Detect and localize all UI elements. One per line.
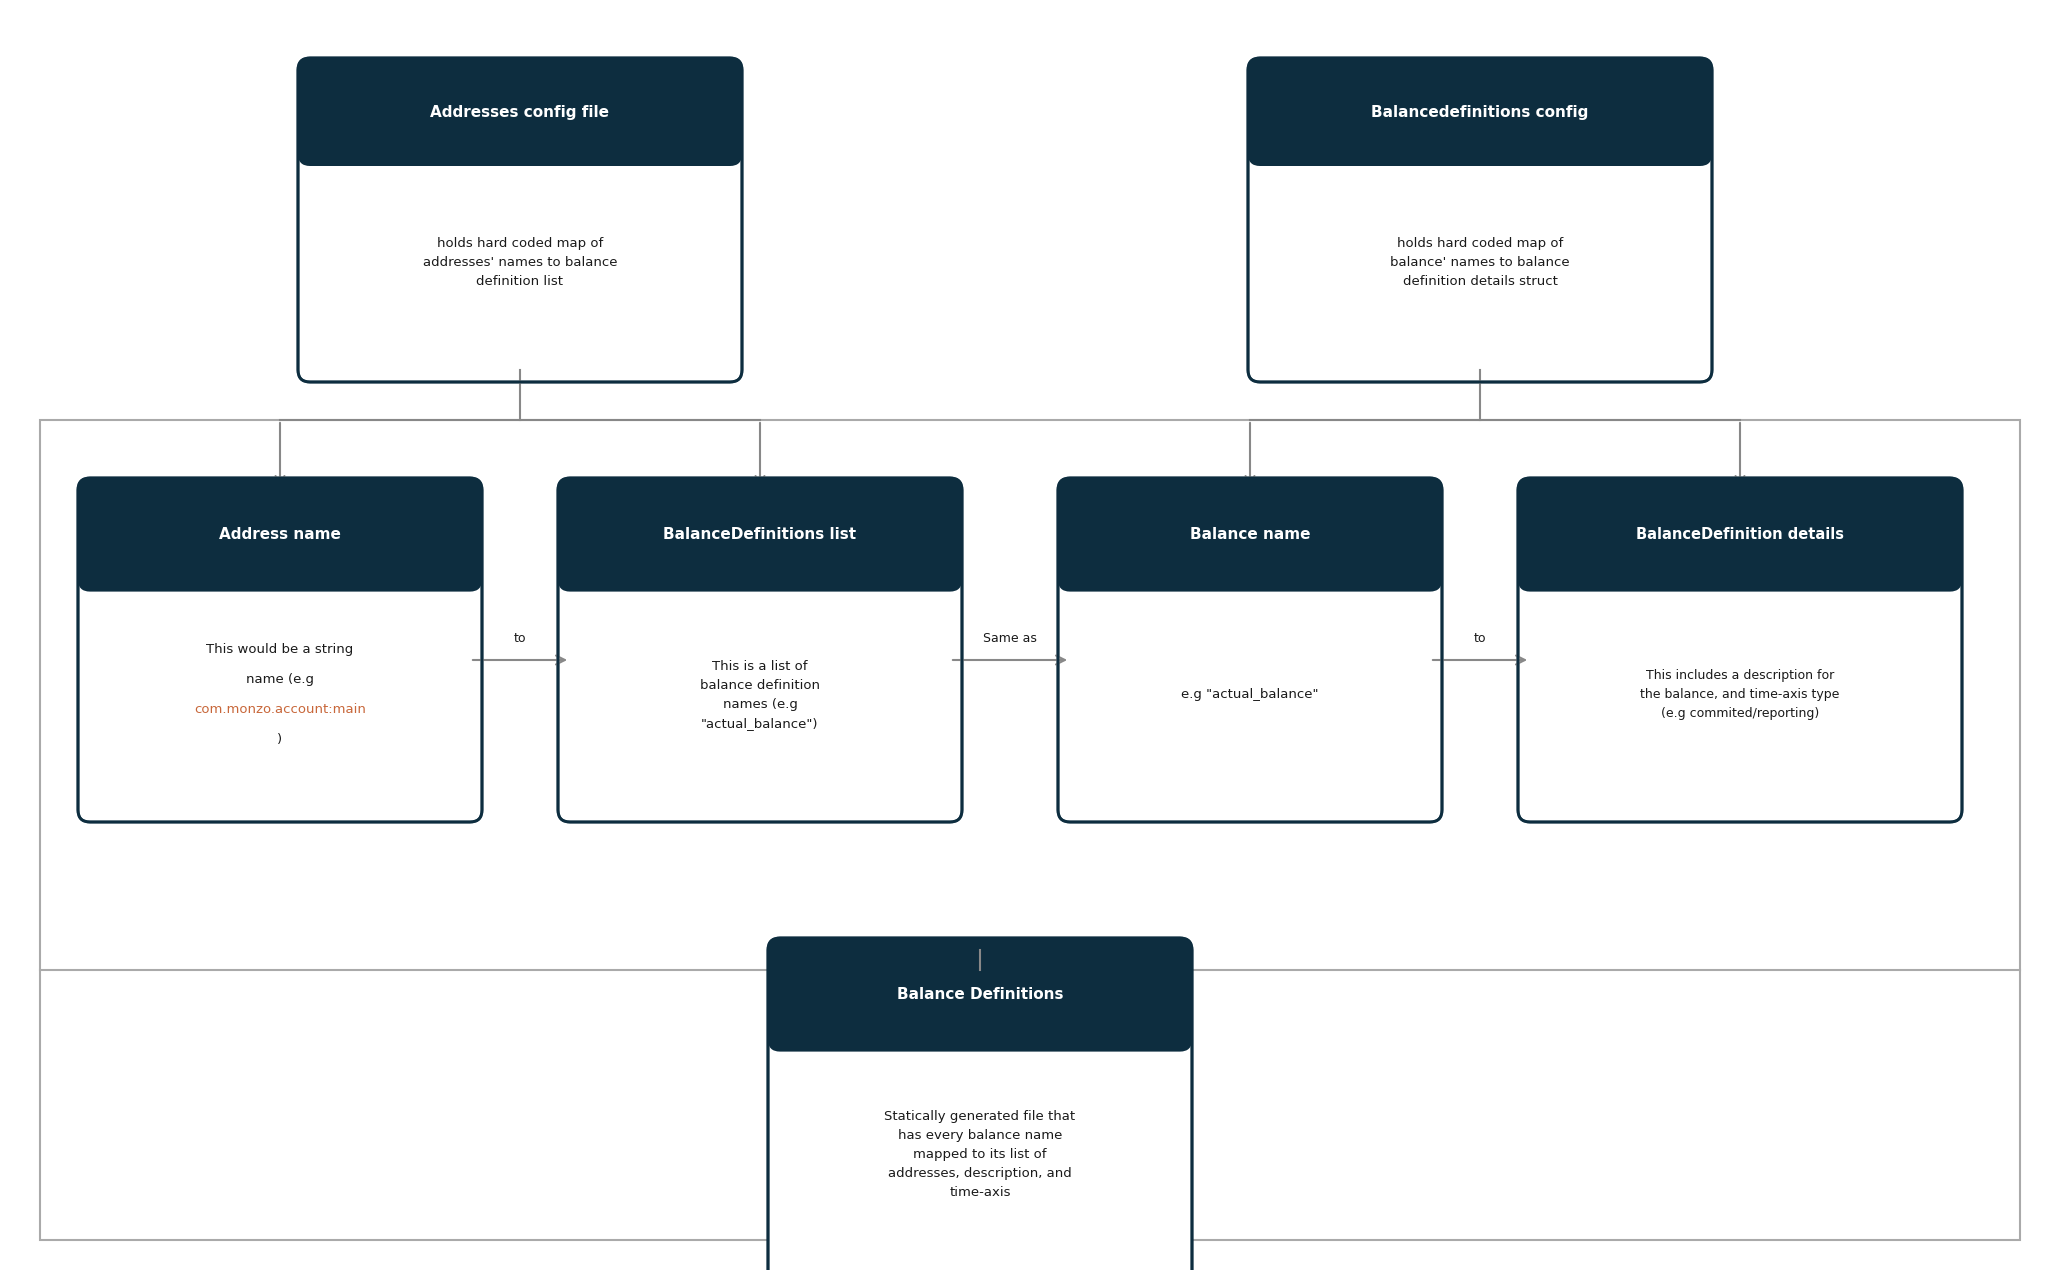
Text: This includes a description for
the balance, and time-axis type
(e.g commited/re: This includes a description for the bala… — [1639, 669, 1839, 720]
FancyBboxPatch shape — [767, 939, 1192, 1270]
FancyBboxPatch shape — [559, 478, 963, 822]
FancyBboxPatch shape — [559, 478, 963, 592]
FancyBboxPatch shape — [299, 58, 742, 382]
Bar — [1530, 490, 1951, 579]
Text: BalanceDefinitions list: BalanceDefinitions list — [664, 527, 856, 542]
Text: Balancedefinitions config: Balancedefinitions config — [1371, 104, 1588, 119]
Text: Statically generated file that
has every balance name
mapped to its list of
addr: Statically generated file that has every… — [885, 1110, 1076, 1199]
FancyBboxPatch shape — [1248, 58, 1711, 382]
FancyBboxPatch shape — [78, 478, 483, 592]
Bar — [309, 140, 730, 154]
Text: Addresses config file: Addresses config file — [431, 104, 610, 119]
Bar — [779, 950, 1179, 1040]
Text: Balance Definitions: Balance Definitions — [897, 987, 1064, 1002]
FancyBboxPatch shape — [1518, 478, 1963, 822]
Text: to: to — [513, 632, 526, 645]
Text: to: to — [1474, 632, 1487, 645]
Text: Address name: Address name — [219, 527, 340, 542]
Text: This is a list of
balance definition
names (e.g
"actual_balance"): This is a list of balance definition nam… — [699, 660, 821, 730]
Bar — [1260, 70, 1699, 154]
Bar — [1070, 565, 1431, 579]
Bar — [569, 490, 951, 579]
Text: Same as: Same as — [984, 632, 1037, 645]
FancyBboxPatch shape — [1248, 58, 1711, 166]
Text: Balance name: Balance name — [1190, 527, 1309, 542]
FancyBboxPatch shape — [767, 939, 1192, 1052]
Bar — [569, 565, 951, 579]
FancyBboxPatch shape — [1058, 478, 1441, 592]
Bar — [39, 420, 2021, 1240]
FancyBboxPatch shape — [299, 58, 742, 166]
Text: ): ) — [278, 733, 282, 747]
Bar — [91, 565, 470, 579]
Text: e.g "actual_balance": e.g "actual_balance" — [1182, 688, 1320, 701]
Text: BalanceDefinition details: BalanceDefinition details — [1635, 527, 1843, 542]
Bar — [779, 1025, 1179, 1040]
Bar — [309, 70, 730, 154]
Bar — [1260, 140, 1699, 154]
Bar — [1530, 565, 1951, 579]
Text: This would be a string: This would be a string — [206, 644, 353, 657]
Text: com.monzo.account:main: com.monzo.account:main — [194, 704, 365, 716]
FancyBboxPatch shape — [78, 478, 483, 822]
Bar — [91, 490, 470, 579]
FancyBboxPatch shape — [1058, 478, 1441, 822]
Text: name (e.g: name (e.g — [245, 673, 313, 686]
Text: holds hard coded map of
balance' names to balance
definition details struct: holds hard coded map of balance' names t… — [1390, 236, 1569, 287]
Text: holds hard coded map of
addresses' names to balance
definition list: holds hard coded map of addresses' names… — [423, 236, 617, 287]
FancyBboxPatch shape — [1518, 478, 1963, 592]
Bar — [1070, 490, 1431, 579]
